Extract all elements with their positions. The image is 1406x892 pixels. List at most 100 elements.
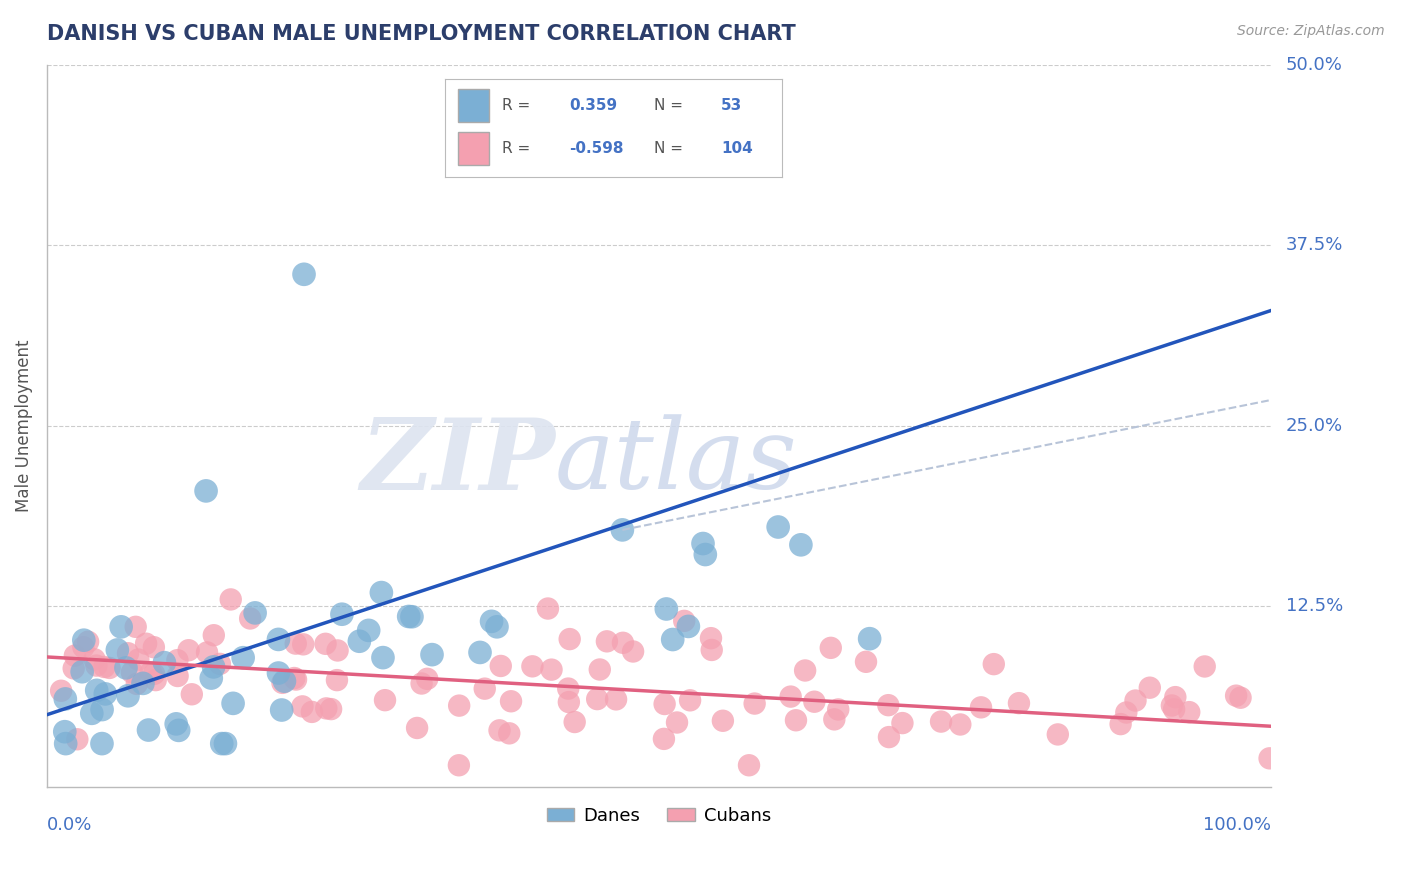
Point [127,652,149,666]
Point [167,723,190,738]
Point [115,661,138,675]
Point [208,657,231,671]
Point [557,681,579,696]
Point [929,714,952,729]
Point [370,585,392,599]
Point [766,520,789,534]
Point [202,628,225,642]
Point [661,632,683,647]
Point [949,717,972,731]
Point [744,697,766,711]
Point [488,723,510,738]
Point [1164,690,1187,705]
Point [823,712,845,726]
Point [98,661,121,675]
Point [232,650,254,665]
Point [77,634,100,648]
Point [91,702,114,716]
Point [877,698,900,713]
Point [820,640,842,655]
Point [522,659,544,673]
Point [211,737,233,751]
Point [283,671,305,685]
Point [785,713,807,727]
Point [357,624,380,638]
Point [153,656,176,670]
Point [166,653,188,667]
Point [55,737,77,751]
Point [983,657,1005,672]
Point [326,643,349,657]
Point [132,676,155,690]
Point [859,632,882,646]
Point [93,660,115,674]
Text: 25.0%: 25.0% [1286,417,1343,435]
Y-axis label: Male Unemployment: Male Unemployment [15,340,32,512]
Point [200,671,222,685]
Point [135,637,157,651]
Point [66,732,89,747]
Point [62,661,84,675]
Point [326,673,349,687]
Point [214,737,236,751]
Point [285,673,308,687]
Point [700,643,723,657]
Point [72,640,94,655]
Point [319,702,342,716]
Point [666,715,689,730]
Point [970,700,993,714]
Text: DANISH VS CUBAN MALE UNEMPLOYMENT CORRELATION CHART: DANISH VS CUBAN MALE UNEMPLOYMENT CORREL… [46,24,796,44]
Point [239,611,262,625]
Point [222,697,245,711]
Point [315,637,337,651]
Point [143,666,166,681]
Text: 100.0%: 100.0% [1204,816,1271,834]
Point [267,666,290,681]
Point [446,137,468,152]
Point [53,692,76,706]
Point [117,689,139,703]
Point [537,601,560,615]
Point [586,692,609,706]
Point [605,692,627,706]
Point [416,672,439,686]
Point [738,758,761,772]
Text: atlas: atlas [555,415,797,509]
Point [652,731,675,746]
Point [138,723,160,737]
Point [621,644,644,658]
Point [63,648,86,663]
Point [1046,727,1069,741]
Point [655,602,678,616]
Point [498,726,520,740]
Point [1139,681,1161,695]
Point [73,633,96,648]
Point [292,637,315,651]
Point [1115,706,1137,720]
Text: Source: ZipAtlas.com: Source: ZipAtlas.com [1237,24,1385,38]
Point [711,714,734,728]
Point [558,632,581,646]
Point [273,674,295,689]
Point [481,615,503,629]
Point [105,643,128,657]
Point [612,636,634,650]
Point [139,665,162,680]
Point [540,663,562,677]
Point [83,652,105,666]
Point [1178,705,1201,719]
Point [1160,698,1182,713]
Point [180,687,202,701]
Point [1225,689,1247,703]
Point [827,702,849,716]
Point [398,609,420,624]
Point [449,698,471,713]
Point [695,548,717,562]
Point [877,730,900,744]
Point [374,693,396,707]
Point [612,523,634,537]
Point [202,660,225,674]
Point [125,620,148,634]
Point [474,681,496,696]
Point [243,606,266,620]
